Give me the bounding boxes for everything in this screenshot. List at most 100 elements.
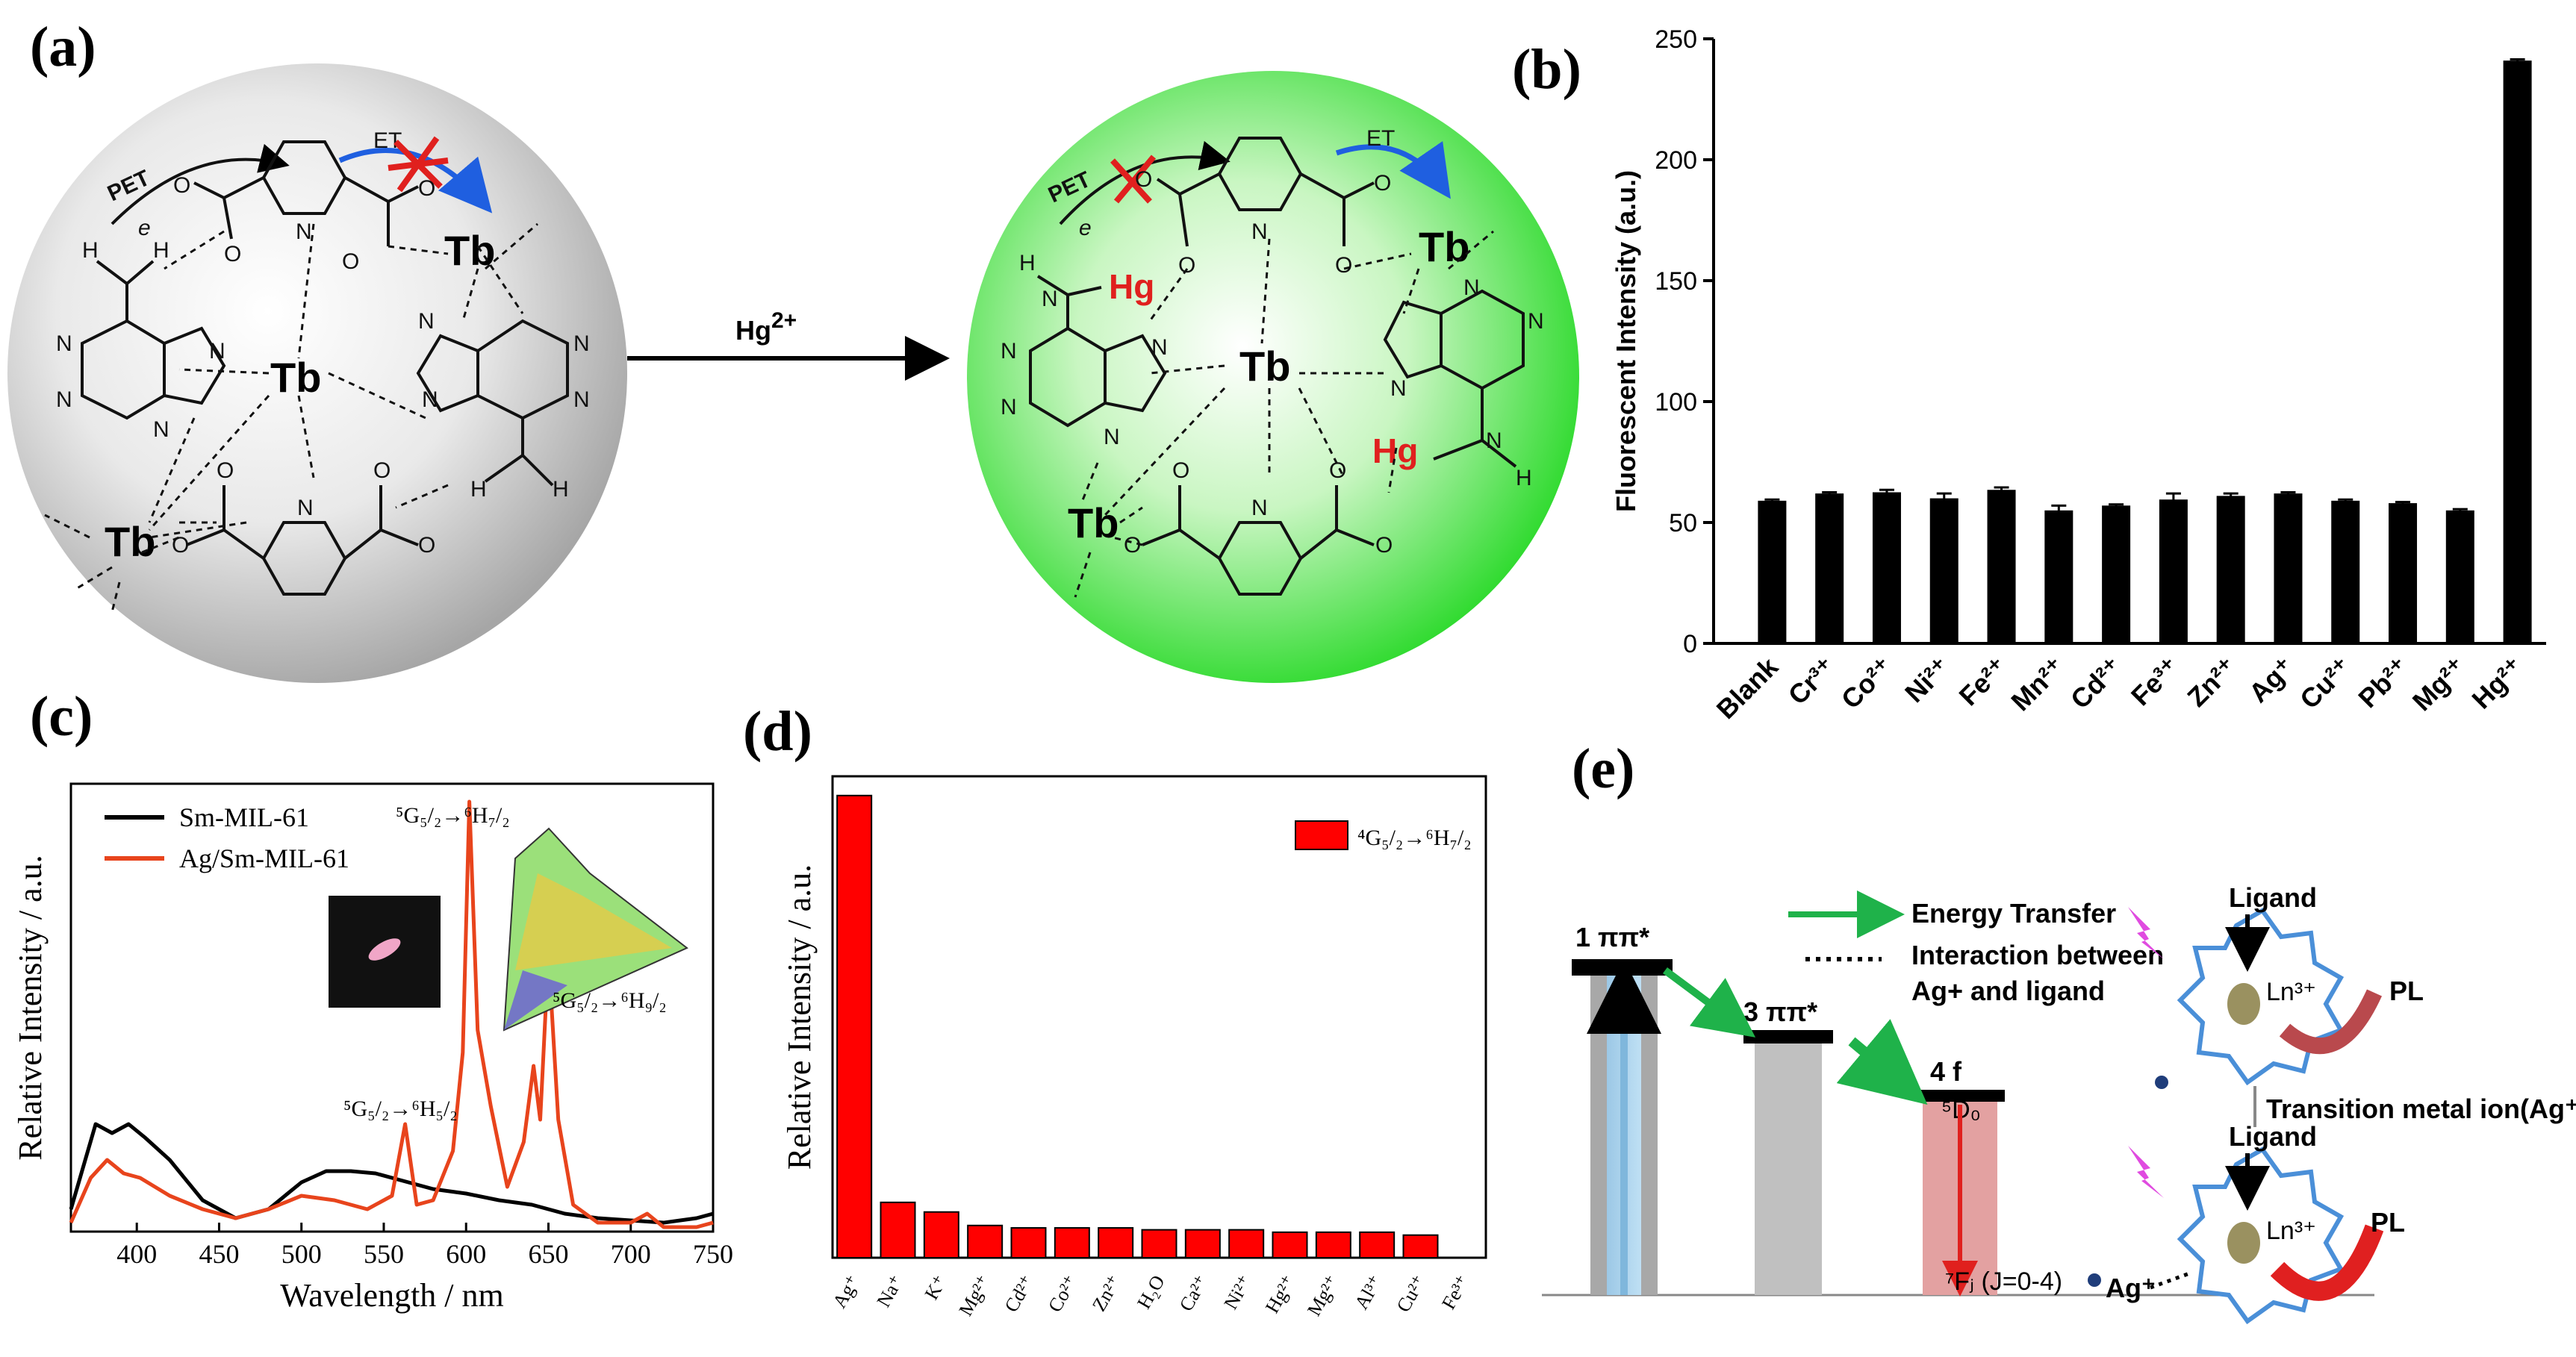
f-j-label: ⁷Fⱼ (J=0-4): [1945, 1267, 2062, 1296]
atom-o-r7: O: [1329, 458, 1346, 483]
atom-n-a1: N: [56, 331, 72, 356]
d-bar: [1359, 1231, 1396, 1258]
d-bar: [1098, 1227, 1134, 1259]
b-bar: [1929, 498, 1959, 643]
b-xtick-label: Cd²⁺: [2065, 652, 2128, 715]
atom-n-r8: N: [1528, 309, 1544, 334]
b-bar: [2331, 500, 2360, 643]
ln-label-top: Ln³⁺: [2266, 978, 2316, 1006]
b-xtick-label: Ag⁺: [2243, 652, 2300, 708]
atom-n-r9: N: [1390, 376, 1407, 401]
b-xtick-label: Blank: [1711, 651, 1785, 725]
b-ytick-label: 200: [1655, 146, 1697, 175]
pl-arrow-bottom: [2270, 1224, 2384, 1301]
c-xtick-label: 550: [364, 1239, 404, 1269]
c-xtick-label: 500: [281, 1239, 322, 1269]
c-xtick-label: 450: [199, 1239, 239, 1269]
atom-h-b1: H: [470, 477, 487, 502]
b-xtick-label: Fe³⁺: [2125, 652, 2185, 712]
d-xtick-label: Co²⁺: [1044, 1272, 1082, 1316]
panel-a-label: (a): [30, 16, 96, 78]
right-sphere-group: PET e ET N O O O O Tb Tb Tb Hg Hg H N N …: [967, 71, 1579, 683]
b-bar: [1872, 492, 1901, 643]
atom-n-r1: N: [1251, 219, 1268, 244]
c-legend-label: Ag/Sm-MIL-61: [179, 843, 349, 873]
atom-o-2: O: [224, 242, 241, 266]
atom-h-b2: H: [553, 477, 569, 502]
d-xtick-label: K⁺: [921, 1272, 951, 1304]
c-legend-label: Sm-MIL-61: [179, 802, 309, 832]
atom-o-8: O: [418, 533, 435, 558]
b-ytick-label: 0: [1683, 630, 1697, 658]
tb-center-right: Tb: [1239, 343, 1290, 390]
pet-arrow: [111, 143, 290, 225]
d-xtick-label: Cd²⁺: [1001, 1272, 1039, 1316]
d-xtick-label: Ni²⁺: [1219, 1272, 1256, 1314]
b-xtick-label: Hg²⁺: [2465, 652, 2529, 715]
pl-label-bottom: PL: [2371, 1207, 2405, 1238]
c-annotation-inset: ⁵G₅/₂→⁶H₉/₂: [553, 988, 667, 1013]
b-bar: [1987, 490, 2016, 643]
adenine-left5-right: [1104, 334, 1167, 413]
et-label-right: ET: [1366, 126, 1395, 151]
c-series-line: [69, 1122, 714, 1225]
ligand-label-bottom: Ligand: [2229, 1121, 2317, 1152]
c-xtick-label: 750: [693, 1239, 733, 1269]
c-xtick-label: 650: [528, 1239, 568, 1269]
d-xtick-label: Fe³⁺: [1437, 1272, 1474, 1314]
d-bar: [1054, 1227, 1090, 1259]
grey-sphere: [7, 63, 627, 683]
tb-center: Tb: [270, 354, 321, 401]
ag-dot-bottom: [2088, 1273, 2101, 1287]
b-ytick-label: 100: [1655, 388, 1697, 417]
b-xtick-label: Ni²⁺: [1899, 652, 1956, 708]
atom-n-r4: N: [1001, 395, 1017, 419]
atom-n-r7: N: [1463, 275, 1480, 300]
b-bar: [2503, 60, 2532, 643]
atom-n-r10: N: [1486, 428, 1502, 453]
d-legend-swatch: [1295, 820, 1348, 850]
b-bar: [2445, 510, 2474, 643]
s1-level: [1572, 959, 1673, 976]
ligand-star-top: [2177, 908, 2345, 1086]
e-label: e: [138, 216, 151, 240]
b-bar: [1815, 493, 1844, 643]
atom-o-r3: O: [1374, 171, 1391, 196]
atom-h-a1: H: [82, 238, 99, 263]
et-arrow: [338, 148, 493, 213]
coordination-dashes-right: [1074, 230, 1494, 598]
b-xtick-label: Cr³⁺: [1782, 652, 1841, 711]
carboxylate-bonds: [193, 176, 419, 246]
atom-o-4: O: [342, 249, 359, 274]
atom-o-r1: O: [1135, 167, 1152, 192]
adenine-right-nh2: [484, 418, 554, 487]
b-xtick-label: Pb²⁺: [2352, 652, 2414, 714]
lightning-top: [2128, 907, 2164, 959]
d-ylabel: Relative Intensity / a.u.: [781, 864, 818, 1170]
c-xtick-label: 700: [611, 1239, 651, 1269]
d-bar: [880, 1201, 916, 1258]
adenine-right-5ring-r: [1383, 300, 1443, 379]
atom-h-a2: H: [153, 238, 169, 263]
d-xtick-label: H₂O: [1133, 1272, 1169, 1313]
atom-o-r8: O: [1375, 533, 1393, 558]
b-xtick-label: Mn²⁺: [2005, 652, 2071, 717]
atom-o-1: O: [173, 173, 190, 198]
et-blocked-cross: [388, 136, 449, 193]
b-xtick-label: Fe²⁺: [1953, 652, 2014, 712]
atom-h-r2: H: [1516, 466, 1532, 490]
b-bar: [2389, 503, 2418, 643]
c-annotation-small: ⁵G₅/₂→⁶H₅/₂: [343, 1096, 458, 1121]
d-bar: [1141, 1229, 1177, 1258]
adenine-left-5ring: [163, 326, 226, 405]
atom-n-r5: N: [1104, 425, 1120, 449]
b-ytick-label: 150: [1655, 267, 1697, 296]
b-xtick-label: Zn²⁺: [2181, 652, 2242, 713]
c-annotation-main: ⁵G₅/₂→⁶H₇/₂: [396, 803, 510, 828]
atom-n-b3: N: [573, 331, 590, 356]
carboxylate-bottom-right: [1142, 485, 1375, 560]
carboxylate-bonds-right: [1156, 172, 1375, 247]
atom-o-r2: O: [1178, 253, 1195, 278]
adenine-right-5ring: [416, 334, 479, 413]
